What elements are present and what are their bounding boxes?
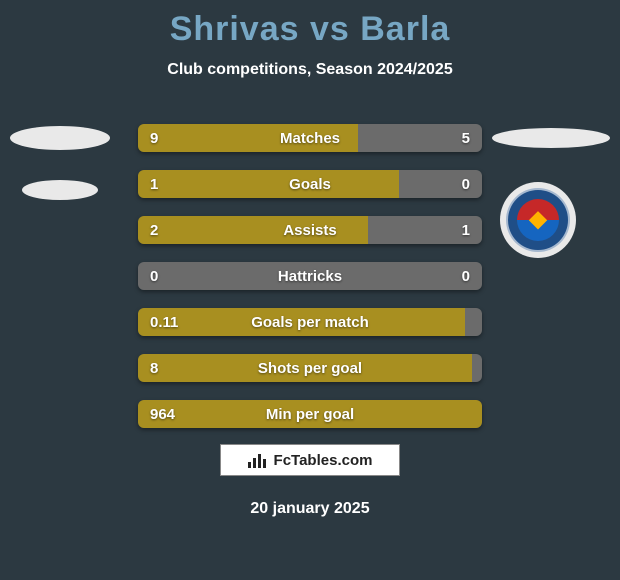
stat-row: 0Hattricks0 [138, 262, 482, 290]
page-title: Shrivas vs Barla [0, 0, 620, 49]
stat-row: 964Min per goal [138, 400, 482, 428]
stat-label: Min per goal [138, 400, 482, 428]
stat-row: 0.11Goals per match [138, 308, 482, 336]
stat-right-value: 5 [462, 124, 470, 152]
stat-right-value: 0 [462, 262, 470, 290]
stat-label: Goals [138, 170, 482, 198]
bar-chart-icon [248, 452, 268, 468]
stat-row: 8Shots per goal [138, 354, 482, 382]
stat-row: 9Matches5 [138, 124, 482, 152]
stat-label: Assists [138, 216, 482, 244]
stat-label: Shots per goal [138, 354, 482, 382]
stat-label: Goals per match [138, 308, 482, 336]
placeholder-ellipse [22, 180, 98, 200]
stat-label: Hattricks [138, 262, 482, 290]
stat-label: Matches [138, 124, 482, 152]
site-logo-text: FcTables.com [274, 452, 373, 469]
stat-right-value: 0 [462, 170, 470, 198]
site-logo: FcTables.com [220, 444, 400, 476]
stat-row: 1Goals0 [138, 170, 482, 198]
stat-row: 2Assists1 [138, 216, 482, 244]
placeholder-ellipse [492, 128, 610, 148]
stat-right-value: 1 [462, 216, 470, 244]
canvas: Shrivas vs Barla Club competitions, Seas… [0, 0, 620, 580]
page-subtitle: Club competitions, Season 2024/2025 [0, 61, 620, 79]
placeholder-ellipse [10, 126, 110, 150]
footer-date: 20 january 2025 [0, 500, 620, 518]
comparison-bars: 9Matches51Goals02Assists10Hattricks00.11… [138, 124, 482, 446]
